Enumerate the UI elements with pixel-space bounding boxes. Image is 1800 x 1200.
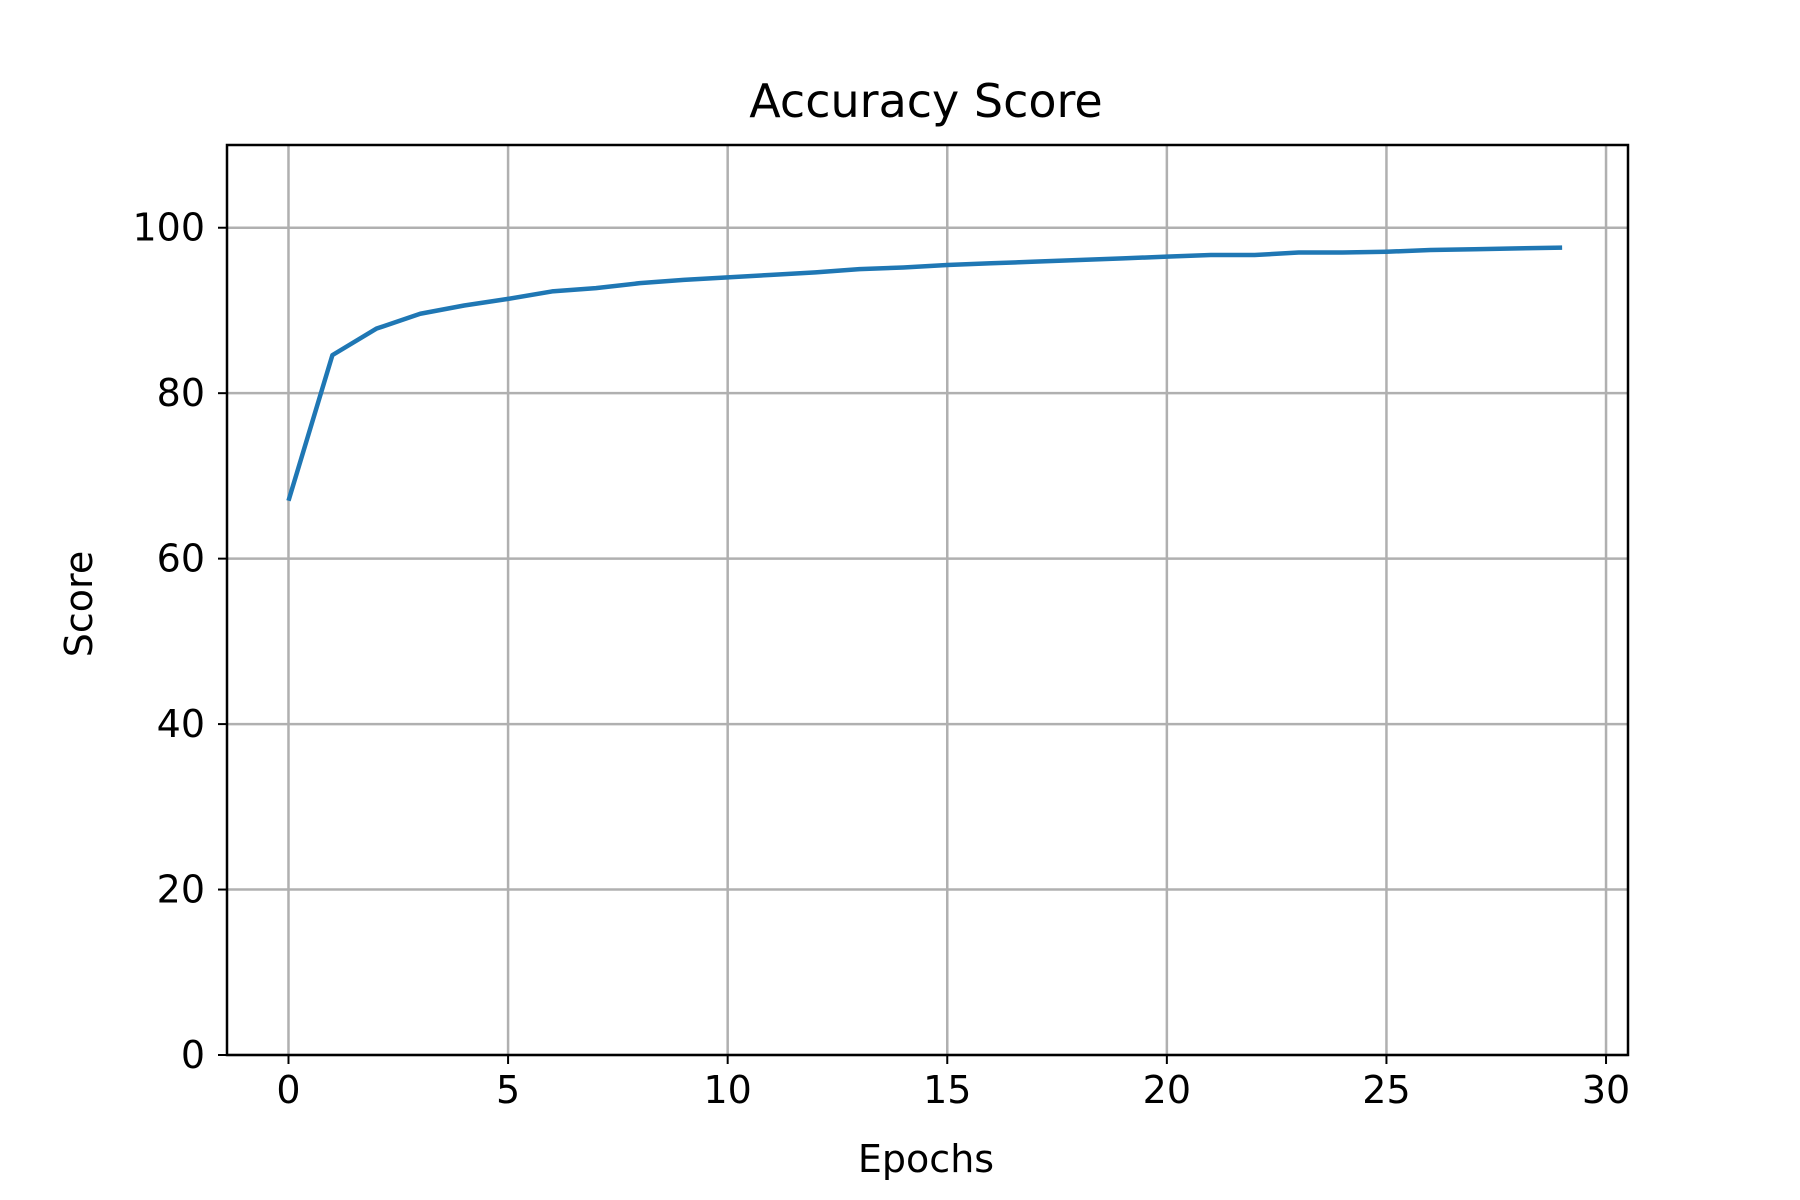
- x-tick-label: 10: [703, 1068, 751, 1112]
- x-tick-label: 15: [923, 1068, 971, 1112]
- x-tick-label: 30: [1582, 1068, 1630, 1112]
- y-axis-label: Score: [57, 551, 101, 657]
- series-layer: [286, 245, 1563, 502]
- y-tick-label: 100: [132, 206, 205, 250]
- plot-frame: [225, 143, 1630, 1057]
- ticks: 0 5 10 15 20 25 30 0 20 40 60 80 100: [132, 206, 1630, 1112]
- y-tick-label: 40: [157, 702, 205, 746]
- x-tick-label: 25: [1362, 1068, 1410, 1112]
- chart-title: Accuracy Score: [749, 74, 1102, 128]
- x-tick-label: 20: [1143, 1068, 1191, 1112]
- x-tick-label: 0: [276, 1068, 300, 1112]
- grid: [227, 145, 1628, 1057]
- accuracy-series-line: [286, 245, 1563, 502]
- y-tick-label: 80: [157, 371, 205, 415]
- x-axis-label: Epochs: [858, 1137, 994, 1181]
- y-tick-label: 0: [181, 1033, 205, 1077]
- y-tick-label: 60: [157, 537, 205, 581]
- x-tick-label: 5: [496, 1068, 520, 1112]
- y-tick-label: 20: [157, 868, 205, 912]
